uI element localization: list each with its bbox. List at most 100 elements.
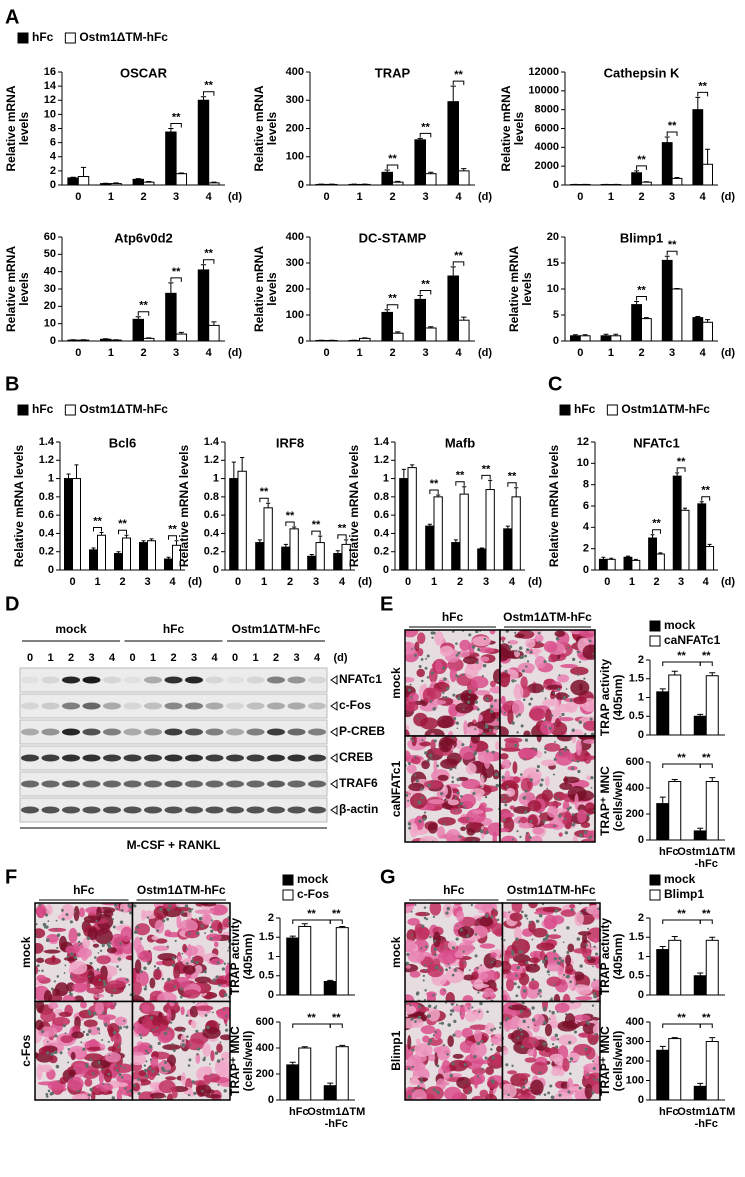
micrograph: [404, 629, 501, 737]
dot: [133, 904, 137, 908]
dot: [484, 796, 488, 799]
error-bar: [695, 316, 701, 318]
dot: [209, 1063, 211, 1065]
bar: [503, 528, 513, 571]
dot: [411, 934, 414, 936]
dot: [503, 818, 506, 822]
x-tick-label: 2: [389, 347, 395, 359]
dot: [405, 961, 410, 966]
error-bar: [664, 255, 670, 261]
lane-label: 1: [150, 652, 156, 664]
cell: [527, 800, 542, 812]
cell: [554, 630, 566, 637]
cell: [518, 972, 530, 986]
dot: [128, 905, 132, 909]
dot: [89, 1058, 93, 1061]
dot: [482, 776, 485, 779]
dot: [479, 917, 482, 920]
error-bar: [659, 945, 666, 950]
dot: [473, 1055, 477, 1059]
significance-bracket: [701, 496, 711, 501]
dot: [458, 835, 462, 838]
comparison-bracket: [662, 661, 701, 666]
dot: [576, 650, 579, 653]
bar: [139, 542, 148, 571]
bar: [671, 288, 683, 342]
dot: [522, 1019, 526, 1024]
dot: [453, 717, 457, 721]
blot-band: [123, 702, 142, 710]
y-tick-label: 6: [50, 137, 56, 149]
dot: [143, 1064, 147, 1067]
y-axis-label: Relative mRNA: [4, 246, 18, 332]
dot: [123, 1066, 126, 1069]
significance-label: **: [482, 463, 491, 475]
cell: [455, 702, 474, 714]
dot: [557, 798, 560, 801]
dot: [531, 978, 535, 982]
cell: [489, 698, 500, 713]
dot: [525, 665, 528, 668]
dot: [132, 992, 136, 996]
cell: [547, 934, 562, 939]
error-bar: [309, 553, 314, 557]
bar: [458, 319, 470, 342]
comparison-bracket: [662, 919, 701, 924]
blot-band: [41, 806, 60, 814]
error-bar: [450, 266, 456, 276]
dot: [107, 1083, 110, 1086]
dot: [430, 671, 434, 675]
dot: [539, 995, 542, 998]
dot: [456, 727, 459, 730]
dot: [427, 1042, 431, 1046]
cell: [523, 730, 531, 736]
lane-label: 4: [109, 652, 116, 664]
error-bar: [124, 534, 129, 538]
cell: [474, 1029, 482, 1043]
cell: [572, 835, 579, 842]
bar: [323, 981, 337, 996]
cell: [491, 923, 503, 936]
bar: [122, 537, 131, 571]
bar: [610, 335, 622, 342]
blot-band: [103, 780, 121, 788]
y-tick-label: 200: [256, 1068, 274, 1080]
dot: [181, 952, 184, 955]
significance-bracket: [507, 482, 517, 487]
y-tick-label: 60: [44, 231, 56, 243]
dot: [185, 948, 189, 951]
cell: [437, 715, 454, 729]
dot: [565, 688, 568, 690]
dot: [511, 679, 515, 683]
significance-bracket: [419, 290, 432, 295]
y-tick-label: 0.6: [204, 509, 219, 521]
dot: [578, 1086, 582, 1090]
x-tick-label: 2: [457, 576, 463, 588]
cell: [540, 720, 555, 735]
dot: [529, 836, 532, 839]
dot: [41, 969, 44, 973]
cell: [48, 1002, 59, 1010]
blot-band: [308, 702, 326, 710]
significance-bracket: [202, 91, 215, 96]
error-bar: [149, 538, 154, 541]
y-tick-label: 1.2: [374, 454, 389, 466]
micrograph: [404, 735, 501, 843]
y-tick-label: 50: [44, 248, 56, 260]
dot: [467, 817, 470, 820]
cell: [544, 1023, 553, 1037]
significance-label: **: [508, 471, 517, 483]
dot: [449, 1013, 453, 1016]
dot: [516, 830, 519, 833]
cell: [179, 919, 199, 933]
bar: [606, 558, 616, 571]
bar: [392, 332, 404, 342]
dot: [516, 965, 521, 970]
blot-band: [62, 806, 80, 814]
cell: [527, 683, 544, 694]
cell: [58, 1011, 72, 1017]
dot: [476, 688, 479, 691]
cell: [534, 634, 544, 643]
dot: [562, 941, 565, 944]
comparison-label: **: [332, 908, 341, 920]
